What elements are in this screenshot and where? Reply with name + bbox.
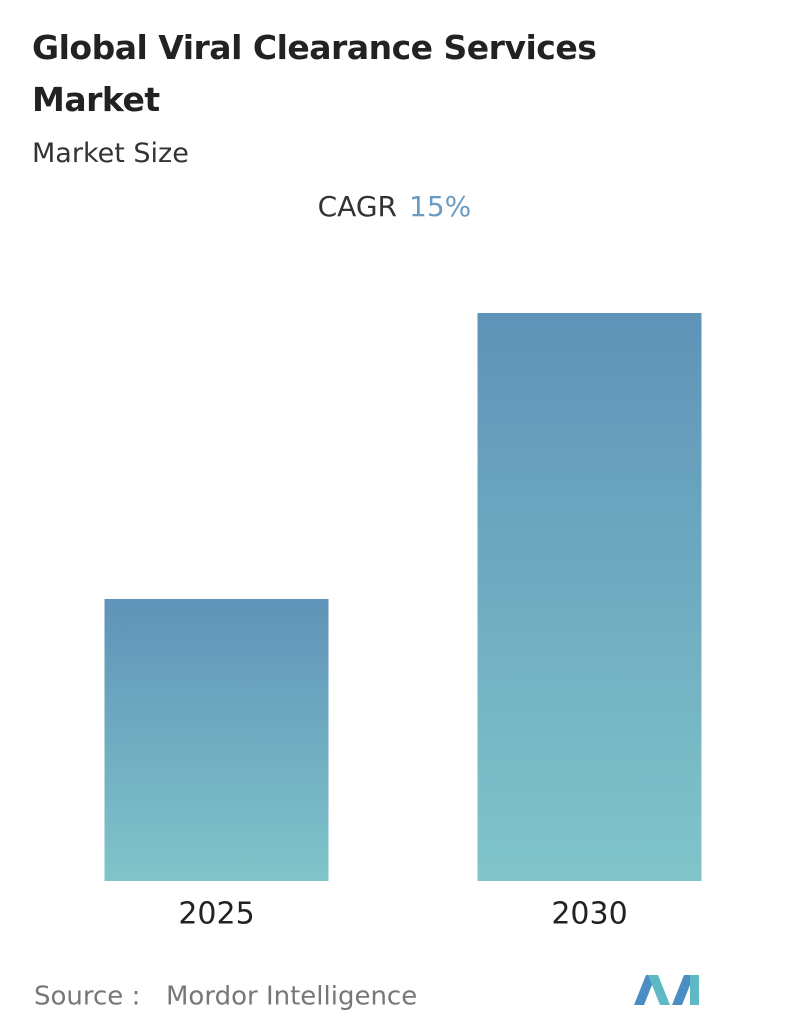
source-label: Source :: [34, 982, 140, 1012]
x-tick-label: 2030: [551, 897, 627, 932]
cagr-label: CAGR: [318, 190, 397, 223]
source: Mordor Intelligence: [166, 982, 417, 1012]
bar: [477, 313, 702, 881]
x-tick-label: 2025: [178, 897, 254, 932]
cagr-value: 15%: [409, 190, 471, 223]
chart-subtitle: Market Size: [32, 138, 189, 169]
bar: [104, 599, 329, 881]
chart-title: Global Viral Clearance Services Market: [32, 28, 597, 119]
logo: [634, 975, 699, 1005]
